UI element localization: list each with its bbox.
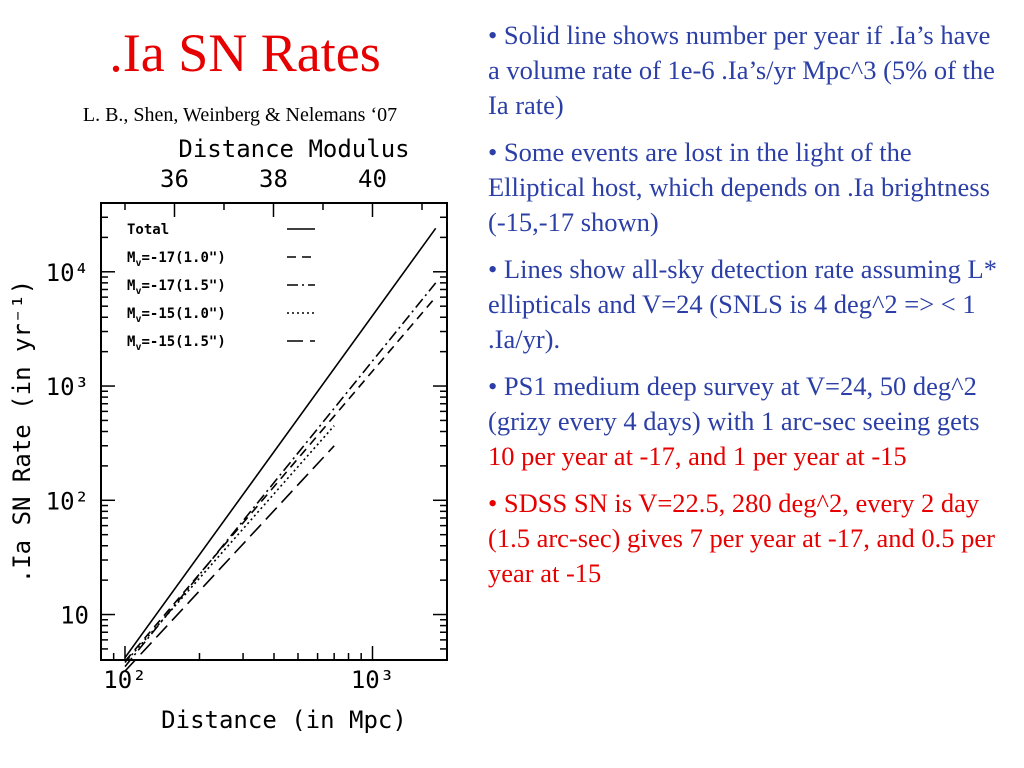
bullet-text: • PS1 medium deep survey at V=24, 50 deg… <box>488 371 980 436</box>
legend-label-sub: v <box>135 314 141 325</box>
legend-label-sub: v <box>135 342 141 353</box>
slide-authors: L. B., Shen, Weinberg & Nelemans ‘07 <box>82 104 398 126</box>
bullet-item: • Some events are lost in the light of t… <box>488 135 1000 240</box>
plot-frame <box>100 202 448 661</box>
legend-label: Mv=-17(1.0") <box>127 250 226 269</box>
legend-label-rest: =-17(1.5") <box>141 278 225 294</box>
bullet-text: 10 per year at -17, and 1 per year at -1… <box>488 441 907 471</box>
top-tick-label: 40 <box>358 165 387 193</box>
bullet-text: • Some events are lost in the light of t… <box>488 137 990 237</box>
y-tick-label: 10³ <box>46 373 89 401</box>
legend-label: Total <box>127 222 169 238</box>
legend-label-rest: =-15(1.0") <box>141 306 225 322</box>
bullet-text: • Lines show all-sky detection rate assu… <box>488 254 997 354</box>
series-line <box>124 445 335 672</box>
legend-label-main: Total <box>127 222 169 238</box>
bullet-text: • SDSS SN is V=22.5, 280 deg^2, every 2 … <box>488 488 995 588</box>
legend-label-sub: v <box>135 258 141 269</box>
legend-label: Mv=-15(1.5") <box>127 334 226 353</box>
series-line <box>124 227 437 659</box>
x-tick-label: 10³ <box>351 666 394 694</box>
y-axis-title: .Ia SN Rate (in yr⁻¹) <box>8 280 36 583</box>
bullet-list: • Solid line shows number per year if .I… <box>488 18 1000 603</box>
slide-title: .Ia SN Rates <box>109 23 381 83</box>
bullet-item: • Lines show all-sky detection rate assu… <box>488 252 1000 357</box>
legend-label-rest: =-17(1.0") <box>141 250 225 266</box>
series-line <box>124 282 437 668</box>
y-tick-label: 10 <box>60 602 89 630</box>
x-axis-title: Distance (in Mpc) <box>161 706 407 734</box>
legend-label-main: M <box>127 306 135 322</box>
bullet-text: • Solid line shows number per year if .I… <box>488 20 995 120</box>
y-tick-label: 10² <box>46 487 89 515</box>
series-line <box>124 296 437 662</box>
legend-label: Mv=-15(1.0") <box>127 306 226 325</box>
top-axis-title: Distance Modulus <box>178 135 409 163</box>
y-tick-label: 10⁴ <box>46 259 89 287</box>
legend-label-main: M <box>127 250 135 266</box>
legend-label-sub: v <box>135 286 141 297</box>
bullet-item: • Solid line shows number per year if .I… <box>488 18 1000 123</box>
legend-label: Mv=-17(1.5") <box>127 278 226 297</box>
top-tick-label: 36 <box>160 165 189 193</box>
legend-label-rest: =-15(1.5") <box>141 334 225 350</box>
bullet-item: • PS1 medium deep survey at V=24, 50 deg… <box>488 369 1000 474</box>
legend-label-main: M <box>127 278 135 294</box>
bullet-item: • SDSS SN is V=22.5, 280 deg^2, every 2 … <box>488 486 1000 591</box>
top-tick-label: 38 <box>259 165 288 193</box>
legend-label-main: M <box>127 334 135 350</box>
